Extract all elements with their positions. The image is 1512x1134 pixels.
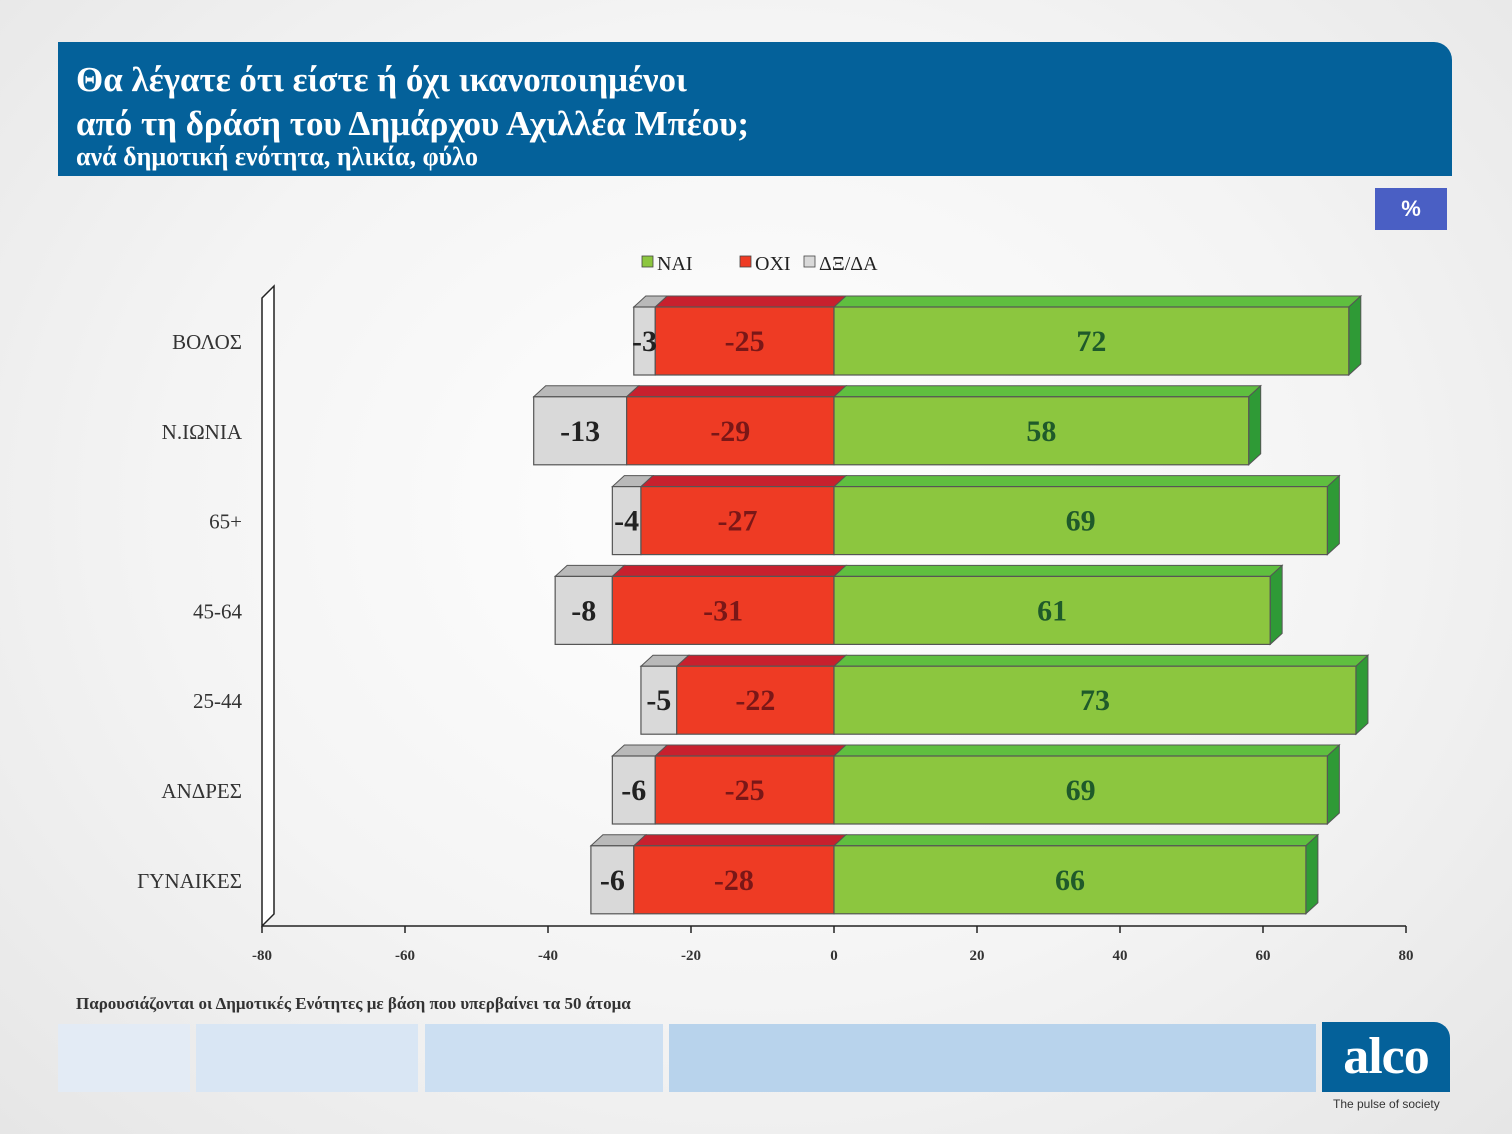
- chart-wall: [261, 284, 275, 928]
- data-label-yes: 69: [1066, 505, 1096, 538]
- category-label: 65+: [209, 510, 242, 534]
- data-label-no: -28: [714, 864, 754, 897]
- bar-dk: [640, 665, 678, 735]
- data-label-dk: -6: [621, 774, 646, 807]
- bar-dk: [611, 486, 642, 556]
- footer-band-2: [196, 1024, 418, 1092]
- bar-top-no: [653, 744, 848, 757]
- bar-top-no: [611, 564, 848, 577]
- x-tick-label: -40: [538, 948, 558, 964]
- bar-side-yes: [1355, 654, 1369, 736]
- data-label-no: -25: [725, 774, 765, 807]
- category-label: ΑΝΔΡΕΣ: [161, 779, 242, 803]
- category-label: 25-44: [193, 689, 242, 713]
- bar-dk: [590, 845, 635, 915]
- legend-label: ΝΑΙ: [657, 253, 693, 275]
- footer-band-3: [425, 1024, 663, 1092]
- footer-band-4: [669, 1024, 1316, 1092]
- bar-top-no: [675, 654, 848, 667]
- bar-top-no: [625, 385, 848, 398]
- bar-top-yes: [832, 834, 1320, 847]
- footnote: Παρουσιάζονται οι Δημοτικές Ενότητες με …: [76, 994, 631, 1013]
- data-label-dk: -8: [571, 594, 596, 627]
- page-subtitle: ανά δημοτική ενότητα, ηλικία, φύλο: [76, 142, 478, 171]
- bar-top-yes: [832, 475, 1341, 488]
- bar-top-dk: [532, 385, 640, 398]
- logo-tagline: The pulse of society: [1333, 1097, 1440, 1111]
- bar-top-yes: [832, 564, 1284, 577]
- data-label-yes: 61: [1037, 594, 1067, 627]
- bar-top-yes: [832, 654, 1370, 667]
- x-tick-label: 80: [1399, 948, 1414, 964]
- footer-band-1: [58, 1024, 190, 1092]
- stacked-bar-chart: -80 -60 -40 -20 0 20 40 60 80 ΝΑΙ ΟΧΙ ΔΞ/ΔΑ 72 -25 -3 Β…: [137, 253, 1414, 964]
- bar-no: [676, 665, 835, 735]
- x-tick-label: 0: [830, 948, 838, 964]
- header-banner: Θα λέγατε ότι είστε ή όχι ικανοποιημένοι…: [58, 42, 1452, 176]
- bar-no: [633, 845, 835, 915]
- x-tick-label: 60: [1256, 948, 1271, 964]
- x-tick-label: 40: [1113, 948, 1128, 964]
- legend-label: ΔΞ/ΔΑ: [819, 253, 878, 275]
- alco-logo: alco: [1322, 1022, 1450, 1092]
- data-label-no: -22: [735, 684, 775, 717]
- x-tick-label: -60: [395, 948, 415, 964]
- bar-top-yes: [832, 744, 1341, 757]
- x-tick-label: -20: [681, 948, 701, 964]
- category-label: Ν.ΙΩΝΙΑ: [162, 420, 243, 444]
- bar-side-yes: [1269, 564, 1283, 646]
- bar-yes: [833, 396, 1250, 466]
- bar-top-no: [632, 834, 848, 847]
- bar-dk: [611, 755, 656, 825]
- bar-yes: [833, 845, 1307, 915]
- bar-no: [626, 396, 835, 466]
- x-tick-label: 20: [970, 948, 985, 964]
- bar-yes: [833, 665, 1357, 735]
- data-label-dk: -4: [614, 505, 639, 538]
- bar-side-yes: [1248, 384, 1262, 466]
- percent-badge: %: [1375, 188, 1447, 230]
- bar-no: [654, 755, 835, 825]
- legend-swatch: [739, 255, 752, 268]
- data-label-yes: 69: [1066, 774, 1096, 807]
- bar-top-no: [639, 475, 848, 488]
- data-label-dk: -13: [560, 415, 600, 448]
- data-label-yes: 66: [1055, 864, 1085, 897]
- bar-dk: [533, 396, 628, 466]
- bar-side-yes: [1348, 294, 1362, 377]
- data-label-no: -25: [725, 325, 765, 358]
- category-label: ΓΥΝΑΙΚΕΣ: [137, 869, 242, 893]
- page-title-line-1: Θα λέγατε ότι είστε ή όχι ικανοποιημένοι: [76, 60, 687, 99]
- data-label-no: -31: [703, 594, 743, 627]
- data-label-dk: -3: [632, 325, 657, 358]
- bar-side-yes: [1305, 833, 1319, 915]
- data-label-dk: -6: [600, 864, 625, 897]
- data-label-no: -27: [717, 505, 757, 538]
- category-label: 45-64: [193, 599, 242, 623]
- bar-top-no: [653, 295, 848, 308]
- legend-swatch: [641, 255, 654, 268]
- data-label-yes: 58: [1026, 415, 1056, 448]
- bar-no: [611, 575, 835, 646]
- category-label: ΒΟΛΟΣ: [172, 330, 242, 354]
- bar-dk: [554, 575, 613, 646]
- bar-yes: [833, 755, 1328, 825]
- legend-swatch: [803, 255, 816, 268]
- data-label-dk: -5: [646, 684, 671, 717]
- page-title-line-2: από τη δράση του Δημάρχου Αχιλλέα Μπέου;: [76, 104, 750, 143]
- bar-top-yes: [832, 385, 1262, 398]
- bar-yes: [833, 306, 1350, 376]
- bar-yes: [833, 486, 1328, 556]
- data-label-yes: 72: [1076, 325, 1106, 358]
- bar-side-yes: [1326, 743, 1340, 826]
- bar-no: [654, 306, 835, 376]
- bar-yes: [833, 575, 1271, 646]
- bar-side-yes: [1326, 474, 1340, 556]
- bar-no: [640, 486, 835, 556]
- data-label-no: -29: [710, 415, 750, 448]
- bar-top-yes: [832, 295, 1363, 308]
- legend-label: ΟΧΙ: [755, 253, 791, 275]
- x-tick-label: -80: [252, 948, 272, 964]
- data-label-yes: 73: [1080, 684, 1110, 717]
